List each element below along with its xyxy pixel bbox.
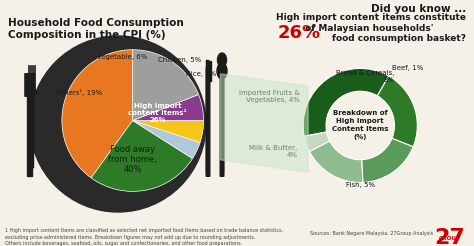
Text: Beef, 1%: Beef, 1% [392,65,423,71]
Text: High import content items constitute: High import content items constitute [276,13,466,22]
Text: Chicken, 5%: Chicken, 5% [157,57,201,63]
Wedge shape [304,132,330,152]
Text: GROUP: GROUP [439,236,461,241]
Text: Breakdown of
High Import
Content Items
(%): Breakdown of High Import Content Items (… [332,110,389,140]
Text: food consumption basket?: food consumption basket? [332,34,466,43]
Text: 1 High import content items are classified as selected net imported food items b: 1 High import content items are classifi… [5,228,283,246]
FancyArrow shape [208,61,211,81]
Wedge shape [377,76,417,147]
Text: Milk & Butter,
4%: Milk & Butter, 4% [249,145,298,158]
Wedge shape [62,50,133,178]
FancyBboxPatch shape [30,74,32,96]
Ellipse shape [218,53,227,67]
FancyBboxPatch shape [32,74,35,96]
Text: Household Food Consumption
Composition in the CPI (%): Household Food Consumption Composition i… [8,18,184,40]
Wedge shape [133,50,199,121]
Text: Others¹, 19%: Others¹, 19% [56,89,103,96]
FancyBboxPatch shape [206,68,210,176]
FancyBboxPatch shape [27,74,29,96]
Text: Did you know ...: Did you know ... [371,4,466,14]
Text: Sources: Bank Negara Malaysia, 27Group Analysis: Sources: Bank Negara Malaysia, 27Group A… [310,231,433,236]
Wedge shape [133,94,203,121]
Wedge shape [362,138,413,183]
Text: Imported Fruits &
Vegetables, 4%: Imported Fruits & Vegetables, 4% [239,91,301,103]
Text: of Malaysian households': of Malaysian households' [302,24,434,33]
Text: Bread & Cereals,
8%: Bread & Cereals, 8% [336,70,394,83]
Text: High import
content items¹
26%: High import content items¹ 26% [128,104,187,123]
Wedge shape [91,121,192,191]
Wedge shape [310,141,363,183]
Text: Vegetable, 6%: Vegetable, 6% [97,54,147,60]
Text: 27: 27 [435,228,465,246]
FancyBboxPatch shape [27,91,33,176]
Wedge shape [133,121,200,158]
FancyBboxPatch shape [25,74,27,96]
Text: Fish, 5%: Fish, 5% [346,182,375,188]
Text: Food away
from home,
40%: Food away from home, 40% [109,145,157,174]
Text: 26%: 26% [278,24,321,42]
Text: Rice, 4%: Rice, 4% [186,72,216,77]
FancyBboxPatch shape [220,76,224,176]
Wedge shape [133,121,203,142]
Ellipse shape [217,63,227,79]
Circle shape [30,36,206,212]
Wedge shape [303,68,389,136]
